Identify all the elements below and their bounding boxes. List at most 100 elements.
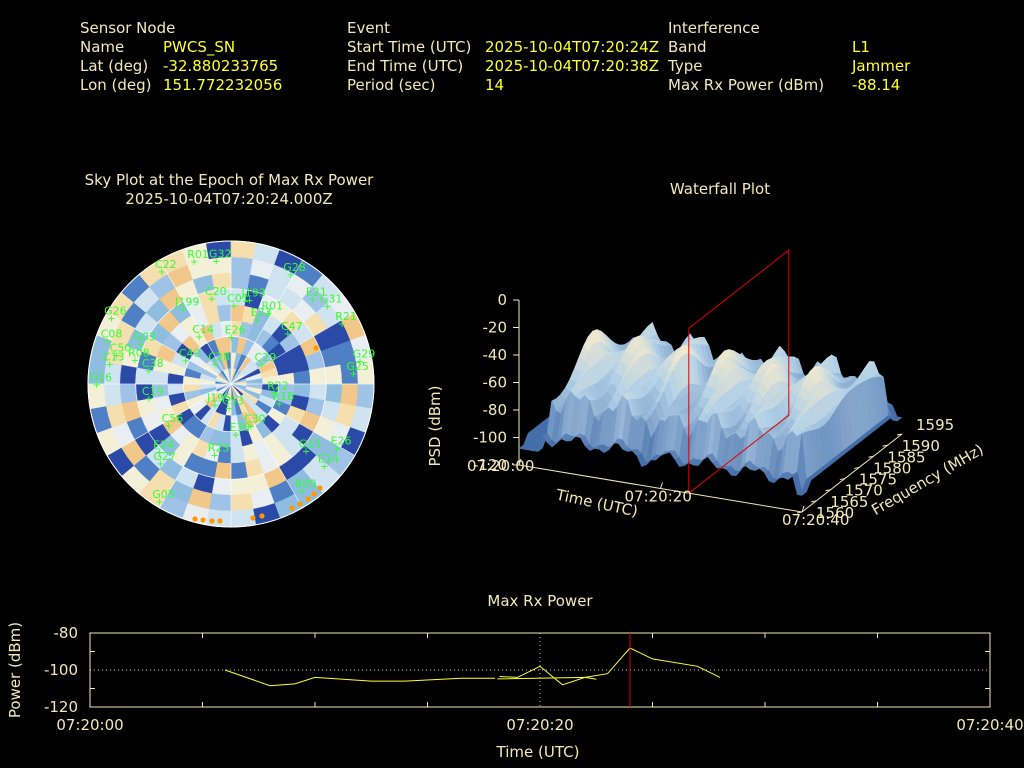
skyplot-title: Sky Plot at the Epoch of Max Rx Power	[84, 171, 374, 189]
sensor-lon-label: Lon (deg)	[80, 76, 152, 94]
satellite-label: J195	[206, 392, 231, 405]
lp-y-axis-label: Power (dBm)	[6, 622, 24, 718]
satellite-marker: +	[145, 394, 153, 405]
satellite-label: G29	[353, 348, 376, 361]
sky-horizon	[87, 240, 375, 528]
interference-heading: Interference	[668, 19, 760, 37]
satellite-label: C29	[255, 351, 277, 364]
satellite-label: C38	[142, 357, 164, 370]
sky-azimuth-line	[230, 312, 356, 385]
satellite-label: E14	[318, 453, 339, 466]
sky-azimuth-line	[106, 383, 232, 456]
satellite-marker: +	[225, 404, 233, 415]
wf-y-tick	[868, 455, 874, 458]
satellite-marker: +	[349, 369, 357, 380]
satellite-label: C30	[244, 412, 266, 425]
sky-azimuth-line	[230, 259, 303, 385]
wf-time-marker	[688, 249, 790, 495]
wf-y-tick	[825, 489, 831, 492]
lp-y-tick-label: -120	[44, 698, 78, 716]
sensor-name-value: PWCS_SN	[163, 38, 236, 56]
satellite-marker: +	[211, 401, 219, 412]
wf-y-tick	[811, 500, 817, 503]
satellite-marker: +	[253, 315, 261, 326]
satellite-label: G25	[346, 360, 369, 373]
sky-azimuth-line	[106, 312, 232, 385]
wf-y-tick-label: 1570	[845, 482, 883, 500]
wf-y-tick	[839, 478, 845, 481]
wf-surface-patch	[796, 490, 808, 496]
jammer-bearing-dot	[217, 518, 223, 524]
wf-y-tick	[796, 511, 803, 514]
lp-series-line	[499, 647, 721, 686]
skyplot-subtitle: 2025-10-04T07:20:24.000Z	[125, 190, 333, 208]
satellite-marker: +	[308, 295, 316, 306]
satellite-label: C50	[110, 341, 132, 354]
satellite-label: C53	[222, 395, 244, 408]
interference-power-value: -88.14	[852, 76, 901, 94]
sensor-lon-value: 151.772232056	[163, 76, 283, 94]
satellite-marker: +	[232, 430, 240, 441]
wf-z-tick-label: 0	[497, 291, 507, 309]
wf-z-tick-label: -60	[483, 374, 508, 392]
satellite-marker: +	[338, 319, 346, 330]
satellite-marker: +	[210, 450, 218, 461]
satellite-label: C56	[162, 412, 184, 425]
satellite-label: C13	[103, 350, 125, 363]
sensor-lat-label: Lat (deg)	[80, 57, 149, 75]
satellite-label: C08	[101, 328, 123, 341]
satellite-label: R01	[261, 299, 283, 312]
sensor-node-heading: Sensor Node	[80, 19, 176, 37]
satellite-marker: +	[320, 462, 328, 473]
satellite-label: E26	[331, 435, 352, 448]
lp-y-tick-label: -100	[44, 661, 78, 679]
wf-x-tick-label: 07:20:20	[625, 488, 692, 506]
sky-azimuth-line	[230, 383, 356, 456]
satellite-label: C01	[227, 292, 249, 305]
lp-x-tick-label: 07:20:00	[56, 716, 123, 734]
satellite-label: E21	[306, 286, 327, 299]
satellite-marker: +	[211, 359, 219, 370]
sensor-name-label: Name	[80, 38, 125, 56]
satellite-label: C19	[142, 385, 164, 398]
satellite-label: E23	[251, 306, 272, 319]
interference-band-label: Band	[668, 38, 707, 56]
satellite-label: R22	[267, 379, 289, 392]
jammer-bearing-dot	[209, 518, 215, 524]
interference-type-label: Type	[668, 57, 703, 75]
satellite-label: E24	[153, 438, 174, 451]
wf-y-tick-label: 1560	[816, 504, 854, 522]
satellite-marker: +	[275, 399, 283, 410]
wf-y-tick-label: 1580	[873, 459, 911, 477]
satellite-label: G03	[133, 331, 156, 344]
satellite-marker: +	[136, 340, 144, 351]
wf-z-tick-label: -120	[473, 456, 507, 474]
wf-z-tick-label: -20	[483, 319, 508, 337]
satellite-marker: +	[155, 447, 163, 458]
satellite-label: J193	[240, 287, 265, 300]
wf-y-tick	[882, 444, 888, 447]
wf-x-tick-label: 07:20:40	[782, 511, 849, 529]
satellite-marker: +	[145, 366, 153, 377]
lp-x-tick-label: 07:20:40	[956, 716, 1023, 734]
waterfall-title: Waterfall Plot	[669, 180, 771, 198]
wf-x-tick-label: 07:20:00	[467, 457, 534, 475]
jammer-bearing-dot	[297, 501, 303, 507]
sensor-lat-value: -32.880233765	[163, 57, 279, 75]
jammer-bearing-dot	[259, 513, 265, 519]
satellite-marker: +	[107, 313, 115, 324]
wf-z-axis-label: PSD (dBm)	[426, 385, 444, 466]
satellite-label: C47	[281, 320, 303, 333]
event-end-value: 2025-10-04T07:20:38Z	[485, 57, 659, 75]
satellite-marker: +	[155, 497, 163, 508]
sky-azimuth-line	[159, 259, 232, 385]
satellite-marker: +	[103, 337, 111, 348]
lp-series-line	[224, 669, 495, 687]
satellite-marker: +	[164, 421, 172, 432]
jammer-bearing-dot	[289, 505, 295, 511]
event-period-label: Period (sec)	[347, 76, 436, 94]
satellite-marker: +	[227, 333, 235, 344]
satellite-marker: +	[93, 380, 101, 391]
